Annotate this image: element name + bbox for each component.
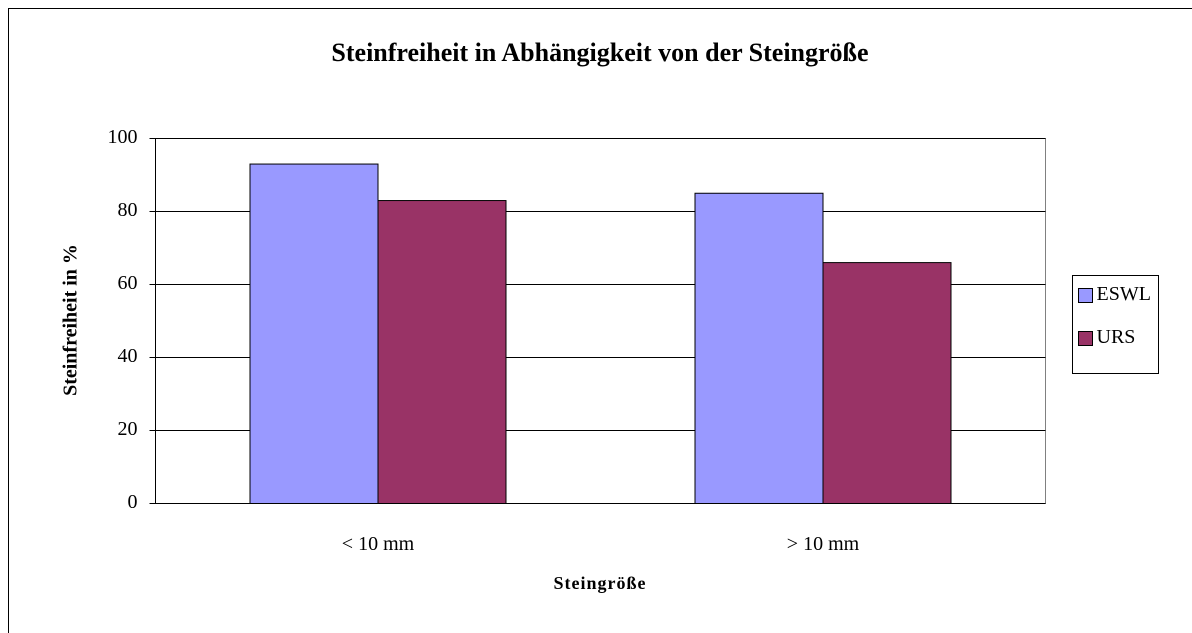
bar (694, 192, 824, 504)
x-axis-label: Steingröße (554, 573, 647, 593)
bar (377, 200, 507, 505)
legend-box (1072, 275, 1159, 374)
chart-title: Steinfreiheit in Abhängigkeit von der St… (331, 38, 868, 67)
y-tick-label: 0 (128, 491, 138, 513)
legend-swatch (1078, 331, 1093, 346)
legend-label: URS (1097, 326, 1136, 348)
bar (249, 163, 379, 505)
bar (822, 262, 952, 504)
y-tick-label: 60 (118, 272, 138, 294)
y-axis-label: Steinfreiheit in % (60, 244, 82, 396)
y-tick-label: 20 (118, 418, 138, 440)
x-tick-label: > 10 mm (787, 533, 860, 555)
legend-swatch (1078, 288, 1093, 303)
y-tick-label: 80 (118, 199, 138, 221)
y-tick-label: 40 (118, 345, 138, 367)
y-tick-label: 100 (108, 126, 138, 148)
x-tick-label: < 10 mm (342, 533, 415, 555)
legend-label: ESWL (1097, 283, 1151, 305)
